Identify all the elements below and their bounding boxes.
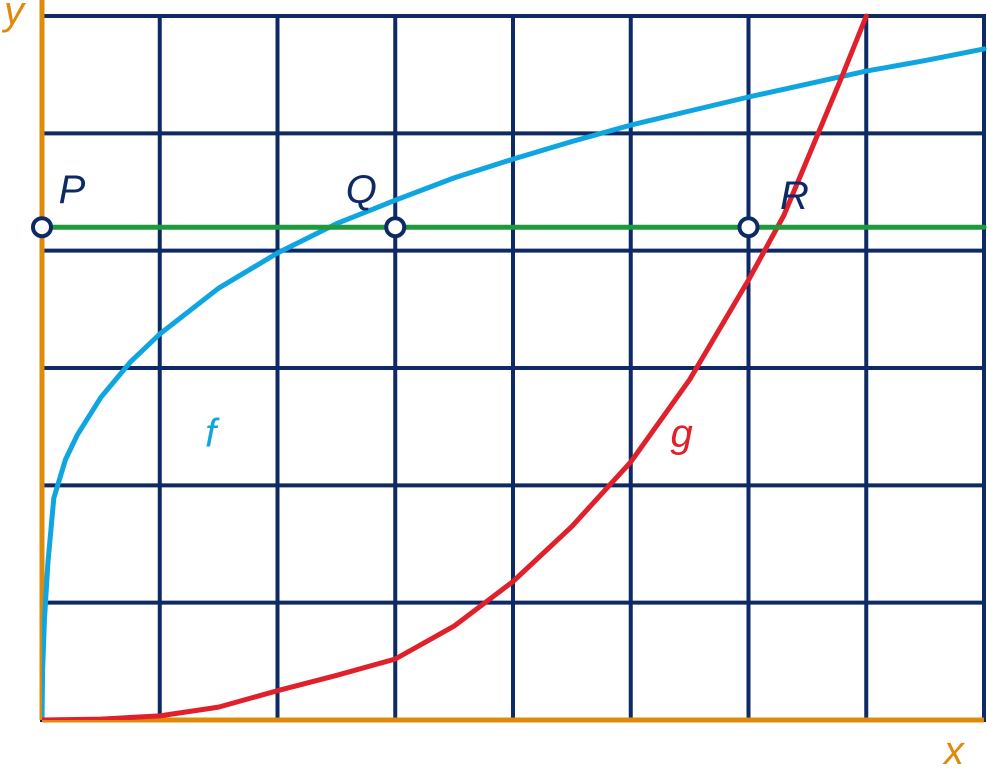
point-label-r: R bbox=[780, 174, 809, 218]
curve-label-g: g bbox=[671, 412, 693, 456]
curve-label-f: f bbox=[205, 412, 220, 456]
g-curve bbox=[42, 13, 869, 720]
point-label-q: Q bbox=[346, 168, 377, 212]
point-p bbox=[31, 216, 53, 239]
point-q bbox=[384, 216, 407, 239]
point-r bbox=[737, 216, 760, 239]
y-axis-label: y bbox=[1, 0, 27, 33]
point-label-p: P bbox=[59, 168, 86, 212]
f-curve bbox=[42, 46, 987, 720]
x-axis-label: x bbox=[942, 729, 966, 766]
